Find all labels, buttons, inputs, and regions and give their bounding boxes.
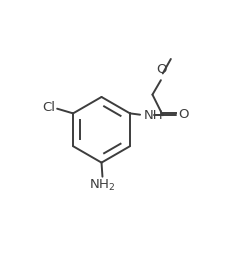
- Text: O: O: [179, 108, 189, 121]
- Text: NH$_2$: NH$_2$: [89, 178, 116, 193]
- Text: NH: NH: [144, 109, 163, 122]
- Text: O: O: [157, 63, 167, 76]
- Text: Cl: Cl: [43, 101, 56, 114]
